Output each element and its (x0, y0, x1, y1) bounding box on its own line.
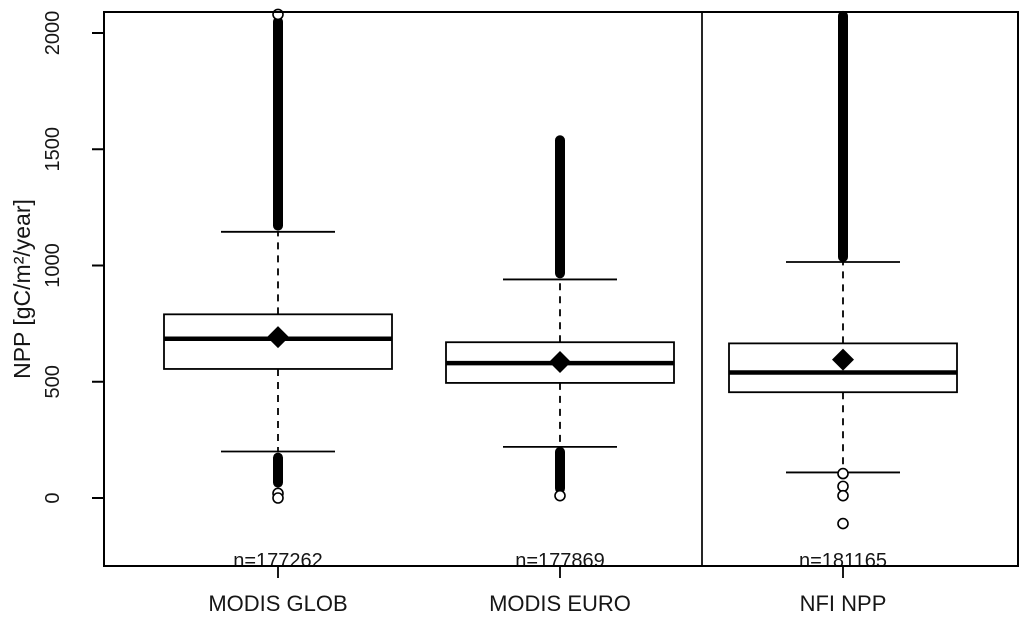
outlier-point-lower (837, 467, 849, 480)
outlier-point-lower (837, 517, 849, 530)
category-label: MODIS EURO (489, 591, 631, 616)
box-group-modis-glob: n=177262 MODIS GLOB (163, 8, 393, 616)
category-label: NFI NPP (800, 591, 887, 616)
mean-diamond (267, 326, 289, 349)
sample-size-label: n=181165 (799, 550, 887, 572)
outlier-point-lower (837, 489, 849, 502)
category-label: MODIS GLOB (208, 591, 347, 616)
box-group-nfi-npp: n=181165 NFI NPP (728, 10, 958, 616)
outlier-point-lower (272, 492, 284, 504)
box-group-modis-euro: n=177869 MODIS EURO (445, 135, 675, 616)
y-tick-label: 1500 (42, 127, 64, 172)
outlier-band-lower (555, 446, 565, 494)
y-tick-label: 1000 (42, 243, 64, 288)
sample-size-label: n=177869 (515, 550, 605, 572)
outlier-point-lower (554, 489, 566, 502)
plot-border (103, 11, 1019, 567)
y-axis: 0 500 1000 1500 2000 (42, 11, 104, 504)
y-tick-label: 0 (42, 492, 64, 503)
y-tick-label: 2000 (42, 11, 64, 56)
outlier-band-upper (555, 135, 565, 279)
y-tick-label: 500 (42, 365, 64, 398)
outlier-band-lower (273, 452, 283, 488)
y-axis-title: NPP [gC/m²/year] (9, 199, 35, 379)
outlier-point-upper (272, 8, 284, 21)
mean-diamond (832, 348, 854, 371)
outlier-band-upper (838, 10, 848, 263)
mean-diamond (549, 350, 571, 373)
sample-size-label: n=177262 (233, 550, 323, 572)
outlier-band-upper (273, 16, 283, 231)
